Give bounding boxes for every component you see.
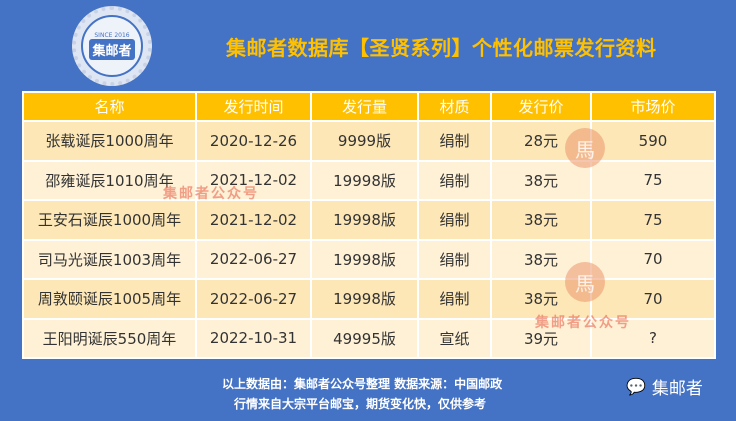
- table-cell: 司马光诞辰1003周年: [22, 238, 197, 280]
- watermark: 集邮者公众号: [535, 315, 631, 331]
- table-cell: 绢制: [417, 278, 492, 320]
- table-cell: 2022-06-27: [195, 278, 312, 320]
- table-row: 王安石诞辰1000周年 2021-12-02 19998版 绢制 38元 75: [22, 199, 716, 241]
- table-cell: 75: [590, 199, 716, 241]
- table-cell: 38元: [490, 238, 592, 280]
- table-cell: 邵雍诞辰1010周年: [22, 159, 197, 201]
- table-cell: 70: [590, 278, 716, 320]
- brand: 💬 集邮者: [626, 374, 703, 399]
- footer-line-1: 以上数据由：集邮者公众号整理 数据来源：中国邮政: [222, 377, 503, 391]
- table-cell: 王安石诞辰1000周年: [22, 199, 197, 241]
- stamp-table: 名称 发行时间 发行量 材质 发行价 市场价 张载诞辰1000周年 2020-12-26 99…: [22, 91, 716, 359]
- table-cell: 王阳明诞辰550周年: [22, 317, 197, 359]
- table-row: 张载诞辰1000周年 2020-12-26 9999版 绢制 28元 590: [22, 120, 716, 162]
- table-cell: 周敦颐诞辰1005周年: [22, 278, 197, 320]
- brand-name: 集邮者: [651, 379, 703, 399]
- table-cell: 49995版: [310, 317, 419, 359]
- table-cell: 张载诞辰1000周年: [22, 120, 197, 162]
- table-cell: 39元: [490, 317, 592, 359]
- wechat-icon: 💬: [626, 377, 646, 396]
- table-cell: 9999版: [310, 120, 419, 162]
- table-cell: 2021-12-02: [195, 159, 312, 201]
- table-row: 王阳明诞辰550周年 2022-10-31 49995版 宣纸 39元?: [22, 317, 716, 359]
- table-cell: 590: [590, 120, 716, 162]
- table-cell: 38元: [490, 159, 592, 201]
- footer-note: 以上数据由：集邮者公众号整理 数据来源：中国邮政 行情来自大宗平台邮宝，期货变化…: [222, 374, 502, 414]
- table-cell: 宣纸: [417, 317, 492, 359]
- table-row: 司马光诞辰1003周年 2022-06-27 19998版 绢制 38元 70: [22, 238, 716, 280]
- table-cell: 75: [590, 159, 716, 201]
- column-header: 材质: [417, 91, 492, 122]
- logo-since: SINCE 2016: [94, 32, 130, 39]
- table-cell: 2022-10-31: [195, 317, 312, 359]
- column-header: 发行时间: [195, 91, 312, 122]
- watermark-seal-icon: 馬: [565, 262, 605, 302]
- logo-text: 集邮者: [89, 39, 135, 60]
- logo: SINCE 2016 集邮者: [72, 6, 152, 86]
- table-cell: 19998版: [310, 238, 419, 280]
- table-row: 邵雍诞辰1010周年 2021-12-02 19998版 绢制 38元 75: [22, 159, 716, 201]
- column-header: 市场价: [590, 91, 716, 122]
- table-cell: 绢制: [417, 238, 492, 280]
- footer-line-2: 行情来自大宗平台邮宝，期货变化快，仅供参考: [234, 397, 487, 411]
- table-cell: 19998版: [310, 159, 419, 201]
- table-cell: 绢制: [417, 120, 492, 162]
- table-cell: 绢制: [417, 199, 492, 241]
- table-cell: 19998版: [310, 199, 419, 241]
- table-row: 周敦颐诞辰1005周年 2022-06-27 19998版 绢制 38元 70: [22, 278, 716, 320]
- column-header: 名称: [22, 91, 197, 122]
- table-header: 名称 发行时间 发行量 材质 发行价 市场价: [22, 91, 716, 122]
- table-cell: 绢制: [417, 159, 492, 201]
- column-header: 发行价: [490, 91, 592, 122]
- table-cell: 38元: [490, 199, 592, 241]
- table-cell: 2022-06-27: [195, 238, 312, 280]
- watermark: 集邮者公众号: [163, 186, 259, 202]
- table-cell: 19998版: [310, 278, 419, 320]
- table-cell: 70: [590, 238, 716, 280]
- table-cell: 2020-12-26: [195, 120, 312, 162]
- page-title: 集邮者数据库【圣贤系列】个性化邮票发行资料: [226, 36, 657, 60]
- table-cell: ?: [590, 317, 716, 359]
- watermark-seal-icon: 馬: [565, 128, 605, 168]
- table-cell: 2021-12-02: [195, 199, 312, 241]
- column-header: 发行量: [310, 91, 419, 122]
